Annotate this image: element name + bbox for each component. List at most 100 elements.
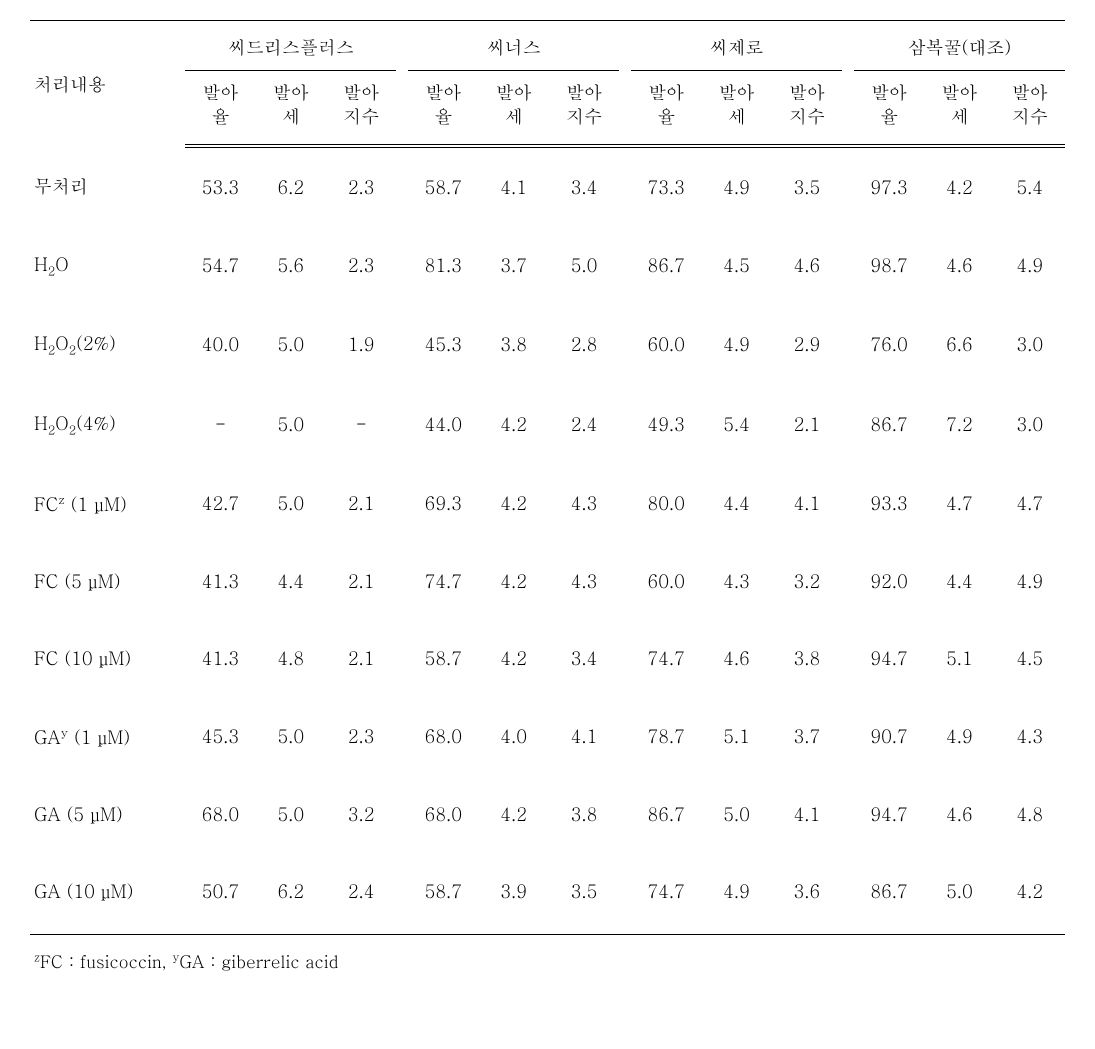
data-cell: 41.3 (185, 543, 255, 620)
table-row: 무처리53.36.22.358.74.13.473.34.93.597.34.2… (30, 144, 1065, 226)
data-cell: 4.9 (995, 543, 1065, 620)
data-cell: 50.7 (185, 853, 255, 935)
data-cell: 97.3 (854, 144, 924, 226)
group-header-3: 삼복꿀(대조) (854, 21, 1065, 71)
data-cell: 2.1 (772, 385, 842, 465)
spacer-cell (396, 620, 408, 697)
spacer-cell (842, 385, 854, 465)
row-label: 무처리 (30, 144, 185, 226)
data-cell: 45.3 (408, 305, 478, 385)
spacer-cell (396, 697, 408, 776)
data-cell: 4.6 (772, 226, 842, 306)
table-row: FC (10 μM)41.34.82.158.74.23.474.74.63.8… (30, 620, 1065, 697)
spacer-cell (619, 226, 631, 306)
table-row: GA (10 μM)50.76.22.458.73.93.574.74.93.6… (30, 853, 1065, 935)
group-spacer (619, 21, 631, 71)
data-cell: 68.0 (408, 697, 478, 776)
data-cell: 68.0 (185, 776, 255, 853)
data-table: 처리내용 씨드리스플러스 씨너스 씨제로 삼복꿀(대조) 발아율 발아세 발아지… (30, 20, 1065, 935)
sub-header: 발아율 (631, 71, 701, 145)
data-cell: 74.7 (631, 620, 701, 697)
data-cell: 4.3 (701, 543, 771, 620)
data-cell: 4.6 (924, 776, 994, 853)
data-cell: 4.4 (256, 543, 326, 620)
spacer-cell (396, 385, 408, 465)
spacer-cell (842, 853, 854, 935)
spacer-cell (842, 543, 854, 620)
data-cell: 3.2 (772, 543, 842, 620)
data-cell: 2.9 (772, 305, 842, 385)
data-cell: 4.7 (995, 464, 1065, 543)
data-cell: 1.9 (326, 305, 396, 385)
data-cell: 2.3 (326, 144, 396, 226)
data-cell: 94.7 (854, 620, 924, 697)
data-cell: 86.7 (631, 226, 701, 306)
data-cell: 4.8 (995, 776, 1065, 853)
table-row: FCz (1 μM)42.75.02.169.34.24.380.04.44.1… (30, 464, 1065, 543)
spacer-cell (619, 144, 631, 226)
table-row: H2O2(2%)40.05.01.945.33.82.860.04.92.976… (30, 305, 1065, 385)
sub-header: 발아세 (479, 71, 549, 145)
data-cell: 4.3 (549, 464, 619, 543)
sub-header: 발아세 (924, 71, 994, 145)
data-cell: 2.4 (549, 385, 619, 465)
row-label: GAy (1 μM) (30, 697, 185, 776)
data-cell: 40.0 (185, 305, 255, 385)
table-row: FC (5 μM)41.34.42.174.74.24.360.04.33.29… (30, 543, 1065, 620)
data-cell: 94.7 (854, 776, 924, 853)
sub-header-row: 발아율 발아세 발아지수 발아율 발아세 발아지수 발아율 발아세 발아지수 발… (30, 71, 1065, 145)
data-cell: 4.6 (924, 226, 994, 306)
data-cell: 60.0 (631, 543, 701, 620)
spacer-cell (396, 305, 408, 385)
data-cell: 4.8 (256, 620, 326, 697)
data-cell: 2.8 (549, 305, 619, 385)
data-cell: 74.7 (408, 543, 478, 620)
data-cell: 58.7 (408, 620, 478, 697)
sub-spacer (396, 71, 408, 145)
data-cell: 93.3 (854, 464, 924, 543)
data-cell: 3.5 (549, 853, 619, 935)
data-cell: 4.4 (924, 543, 994, 620)
sub-header: 발아세 (701, 71, 771, 145)
data-cell: 81.3 (408, 226, 478, 306)
data-cell: 5.0 (256, 305, 326, 385)
spacer-cell (842, 226, 854, 306)
data-cell: 2.1 (326, 543, 396, 620)
table-row: H2O54.75.62.381.33.75.086.74.54.698.74.6… (30, 226, 1065, 306)
data-cell: 4.1 (772, 464, 842, 543)
spacer-cell (842, 620, 854, 697)
data-cell: 90.7 (854, 697, 924, 776)
data-cell: 4.2 (924, 144, 994, 226)
data-cell: 73.3 (631, 144, 701, 226)
data-cell: 3.8 (479, 305, 549, 385)
group-header-2: 씨제로 (631, 21, 842, 71)
data-cell: 80.0 (631, 464, 701, 543)
data-cell: 3.5 (772, 144, 842, 226)
sub-header: 발아지수 (549, 71, 619, 145)
data-cell: 4.3 (549, 543, 619, 620)
data-cell: 3.9 (479, 853, 549, 935)
sub-spacer (619, 71, 631, 145)
data-cell: 4.1 (772, 776, 842, 853)
data-cell: 6.2 (256, 144, 326, 226)
data-cell: 45.3 (185, 697, 255, 776)
data-cell: 3.2 (326, 776, 396, 853)
row-header-label: 처리내용 (30, 21, 185, 145)
data-cell: 2.4 (326, 853, 396, 935)
data-cell: 4.9 (701, 305, 771, 385)
data-cell: 4.7 (924, 464, 994, 543)
spacer-cell (396, 853, 408, 935)
spacer-cell (619, 776, 631, 853)
data-cell: 2.1 (326, 620, 396, 697)
spacer-cell (842, 697, 854, 776)
data-cell: 6.6 (924, 305, 994, 385)
data-cell: 3.4 (549, 620, 619, 697)
data-cell: 2.3 (326, 226, 396, 306)
data-cell: 4.2 (479, 776, 549, 853)
data-cell: 5.4 (701, 385, 771, 465)
row-label: FC (10 μM) (30, 620, 185, 697)
data-cell: 86.7 (854, 853, 924, 935)
data-cell: 4.3 (995, 697, 1065, 776)
spacer-cell (842, 776, 854, 853)
group-header-0: 씨드리스플러스 (185, 21, 396, 71)
